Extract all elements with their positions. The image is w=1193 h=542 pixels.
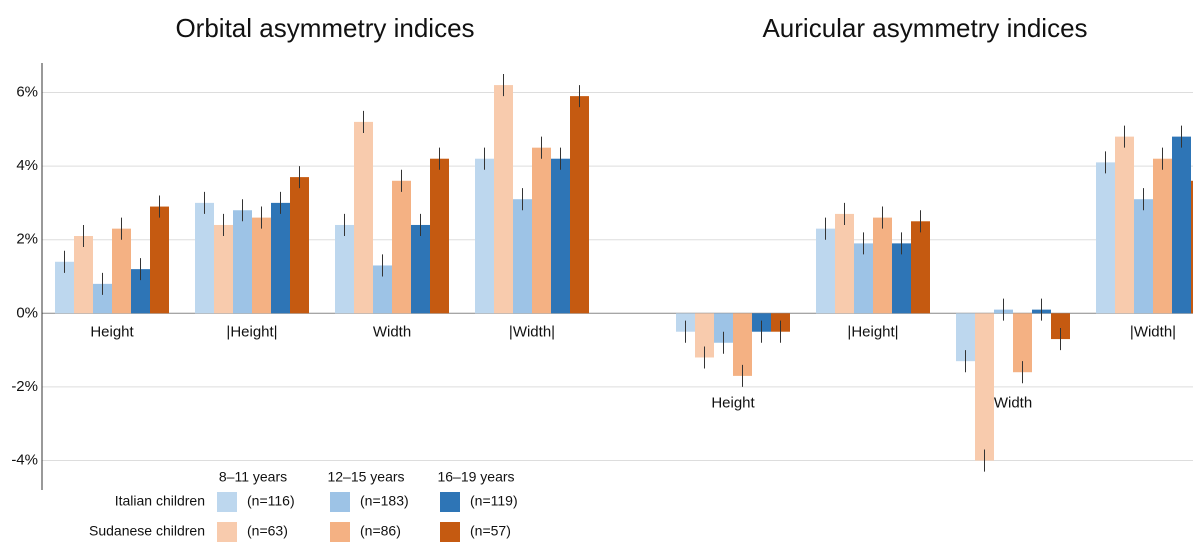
bar	[570, 96, 589, 314]
bar	[816, 228, 835, 314]
chart-title: Orbital asymmetry indices	[175, 13, 474, 43]
bar	[475, 158, 494, 314]
legend-swatch	[440, 522, 460, 542]
bar	[532, 147, 551, 314]
x-tick-label: Width	[373, 323, 411, 340]
bar	[1096, 162, 1115, 314]
legend-swatch	[217, 522, 237, 542]
bar	[854, 243, 873, 314]
legend-label: (n=63)	[247, 523, 288, 539]
bar	[335, 224, 354, 314]
x-tick-label: |Width|	[509, 323, 555, 340]
legend-row: Sudanese children	[89, 523, 205, 539]
bar	[430, 158, 449, 314]
bar	[93, 283, 112, 314]
legend-label: (n=119)	[470, 493, 518, 509]
legend-label: (n=116)	[247, 493, 295, 509]
bar	[1153, 158, 1172, 314]
x-tick-label: |Height|	[847, 323, 898, 340]
bar	[195, 202, 214, 314]
x-tick-label: Width	[994, 394, 1032, 411]
x-tick-label: Height	[711, 394, 755, 411]
bar	[551, 158, 570, 314]
bar	[1191, 180, 1193, 314]
y-tick-label: 0%	[16, 304, 38, 321]
bar	[911, 221, 930, 314]
x-tick-label: |Height|	[226, 323, 277, 340]
legend-column: 16–19 years	[437, 469, 514, 485]
legend-swatch	[330, 522, 350, 542]
bar	[513, 199, 532, 314]
bar	[1134, 199, 1153, 314]
bar	[975, 313, 994, 461]
legend-column: 8–11 years	[219, 469, 287, 485]
x-tick-label: Height	[90, 323, 134, 340]
legend-label: (n=86)	[360, 523, 401, 539]
legend-swatch	[440, 492, 460, 512]
bar	[252, 217, 271, 314]
bar	[373, 265, 392, 314]
x-tick-label: |Width|	[1130, 323, 1176, 340]
bar	[392, 180, 411, 314]
chart-title: Auricular asymmetry indices	[762, 13, 1087, 43]
bar	[354, 121, 373, 314]
bar	[131, 269, 150, 314]
bar	[233, 210, 252, 314]
legend-row: Italian children	[115, 493, 205, 509]
bar	[55, 261, 74, 314]
bar	[1172, 136, 1191, 314]
legend-swatch	[330, 492, 350, 512]
bar	[733, 313, 752, 376]
bar	[290, 177, 309, 314]
bar	[1051, 313, 1070, 340]
y-tick-label: -4%	[11, 452, 38, 469]
bar	[873, 217, 892, 314]
legend-label: (n=57)	[470, 523, 511, 539]
bar	[112, 228, 131, 314]
y-tick-label: 2%	[16, 231, 38, 248]
bar	[74, 236, 93, 314]
legend-label: (n=183)	[360, 493, 409, 509]
bar	[150, 206, 169, 314]
bar	[1115, 136, 1134, 314]
bar	[494, 85, 513, 314]
y-tick-label: -2%	[11, 378, 38, 395]
bar	[214, 224, 233, 314]
bar	[411, 224, 430, 314]
y-tick-label: 6%	[16, 83, 38, 100]
bar	[1013, 313, 1032, 373]
bar	[714, 313, 733, 343]
legend-swatch	[217, 492, 237, 512]
bar	[956, 313, 975, 362]
bar	[835, 213, 854, 314]
y-tick-label: 4%	[16, 157, 38, 174]
bar	[695, 313, 714, 358]
bar	[271, 202, 290, 314]
legend-column: 12–15 years	[327, 469, 404, 485]
bar	[892, 243, 911, 314]
